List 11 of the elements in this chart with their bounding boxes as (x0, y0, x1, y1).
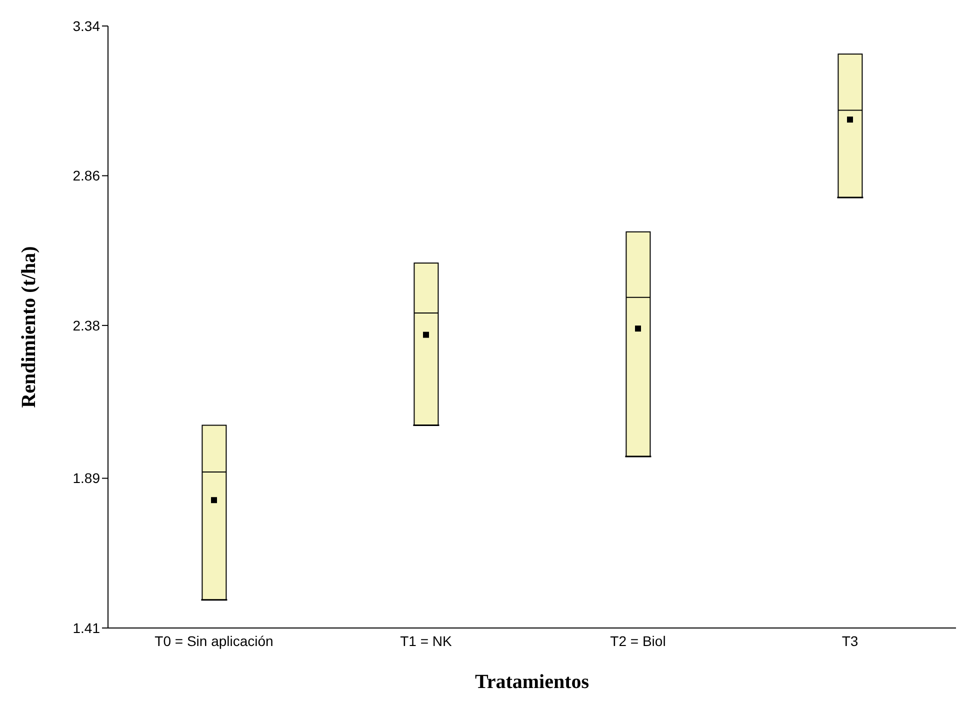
x-tick-label: T2 = Biol (610, 632, 666, 649)
x-tick-label: T1 = NK (400, 632, 453, 649)
y-tick-label: 1.89 (72, 470, 100, 486)
y-tick-label: 1.41 (72, 620, 100, 636)
x-axis-title: Tratamientos (474, 671, 590, 693)
y-tick-label: 2.86 (72, 168, 100, 184)
y-tick-label: 2.38 (72, 317, 100, 334)
y-tick-label: 3.34 (72, 18, 100, 34)
x-tick-label: T3 (842, 632, 858, 649)
x-tick-label: T0 = Sin aplicación (154, 632, 274, 649)
y-axis-title: Rendimiento (t/ha) (18, 246, 40, 408)
